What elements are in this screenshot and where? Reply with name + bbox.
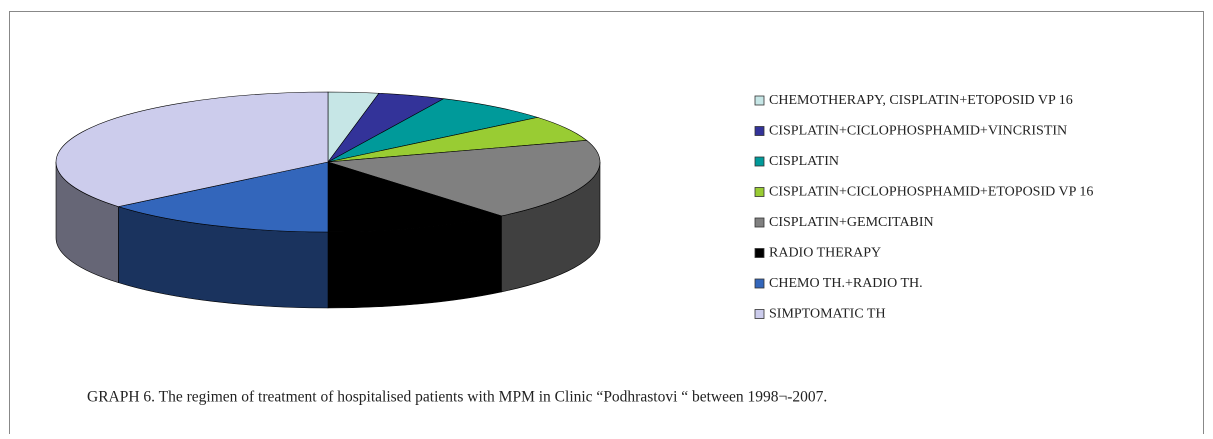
frame bbox=[9, 11, 1204, 439]
tops bbox=[55, 91, 601, 233]
legend-swatch bbox=[754, 126, 765, 136]
legend-swatch bbox=[754, 309, 765, 319]
legend-swatch bbox=[754, 248, 765, 258]
pie-slice bbox=[327, 161, 503, 233]
legend-label: CISPLATIN+CICLOPHOSPHAMID+ETOPOSID VP 16 bbox=[769, 185, 1093, 200]
legend-label: CISPLATIN+CICLOPHOSPHAMID+VINCRISTIN bbox=[769, 124, 1067, 139]
caption: GRAPH 6. The regimen of treatment of hos… bbox=[87, 389, 827, 406]
legend-label: CHEMO TH.+RADIO TH. bbox=[769, 276, 923, 291]
pie-slice bbox=[327, 98, 539, 163]
side-walls bbox=[55, 161, 601, 309]
legend-label: CISPLATIN bbox=[769, 154, 839, 169]
legend-swatch bbox=[754, 217, 765, 228]
pie-slice bbox=[55, 91, 329, 207]
legend-swatch bbox=[754, 187, 765, 197]
legend-swatch bbox=[754, 278, 765, 289]
legend-label: CISPLATIN+GEMCITABIN bbox=[769, 215, 934, 230]
legend-label: RADIO THERAPY bbox=[769, 246, 881, 261]
pie-slice bbox=[327, 140, 601, 217]
legend-label: SIMPTOMATIC TH bbox=[769, 307, 886, 322]
legend-label: CHEMOTHERAPY, CISPLATIN+ETOPOSID VP 16 bbox=[769, 93, 1073, 108]
legend-swatch bbox=[754, 95, 765, 106]
pie-slice bbox=[117, 161, 329, 233]
legend-swatch bbox=[754, 156, 765, 167]
